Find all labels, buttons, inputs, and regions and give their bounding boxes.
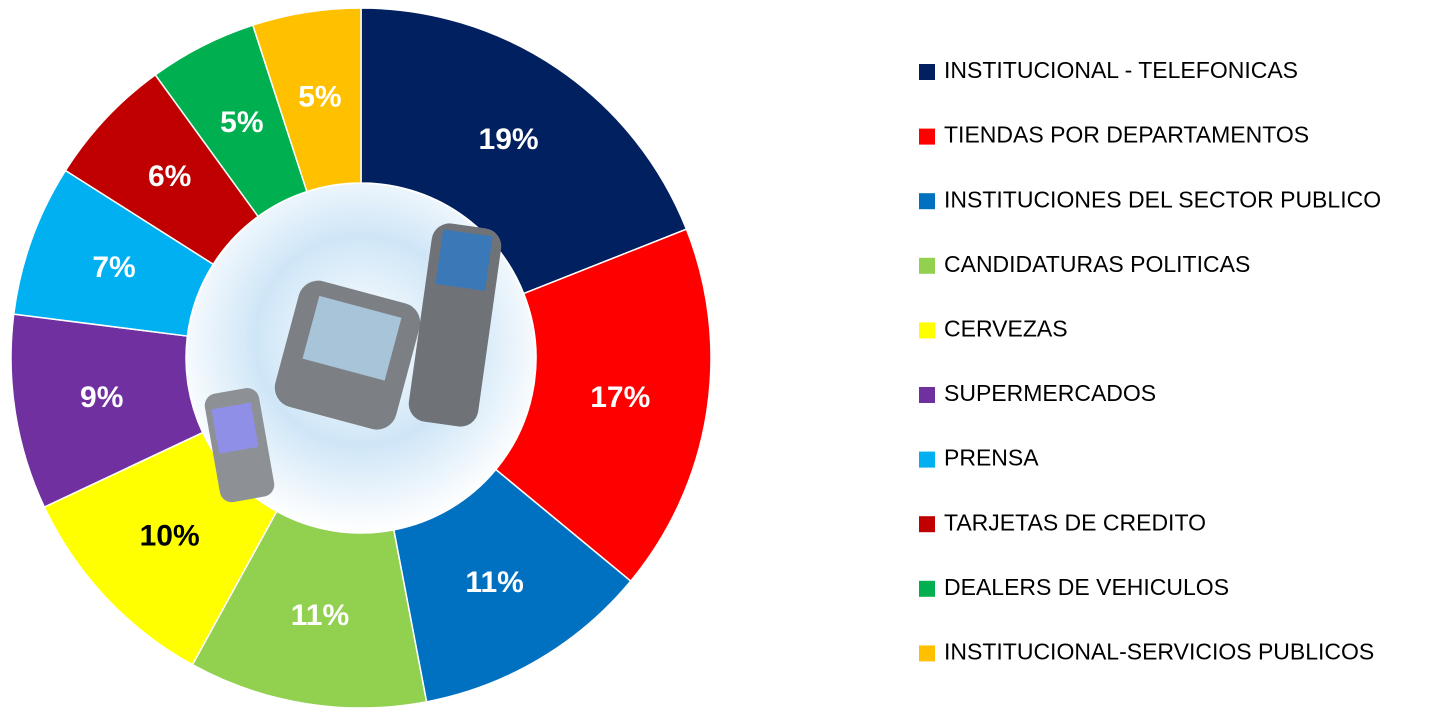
legend-swatch — [919, 193, 935, 210]
legend-label: PRENSA — [944, 445, 1039, 471]
data-label: 17% — [590, 381, 650, 414]
data-label: 19% — [479, 123, 539, 156]
legend: INSTITUCIONAL - TELEFONICAS TIENDAS POR D… — [919, 57, 1381, 664]
legend-swatch — [919, 128, 935, 145]
donut — [10, 7, 712, 708]
center-picture — [187, 184, 535, 532]
slice — [494, 228, 712, 583]
legend-swatch — [919, 322, 935, 339]
legend-swatch — [919, 645, 935, 662]
legend-label: CANDIDATURAS POLITICAS — [944, 251, 1250, 277]
data-label: 10% — [140, 520, 200, 553]
legend-swatch — [919, 387, 935, 403]
data-label: 5% — [298, 81, 341, 114]
data-label: 5% — [220, 106, 263, 139]
legend-label: CERVEZAS — [944, 315, 1068, 341]
slice — [392, 468, 632, 703]
data-labels: 19% 17% 11% 11% 10% 9% 7% 6% 5% 5% — [80, 81, 650, 633]
legend-swatch — [919, 451, 935, 468]
legend-label: INSTITUCIONAL-SERVICIOS PUBLICOS — [944, 638, 1374, 664]
slice — [360, 7, 688, 295]
legend-label: TIENDAS POR DEPARTAMENTOS — [944, 122, 1309, 148]
legend-label: TARJETAS DE CREDITO — [944, 509, 1206, 535]
legend-label: SUPERMERCADOS — [944, 380, 1156, 406]
data-label: 7% — [92, 251, 135, 284]
legend-swatch — [919, 580, 935, 597]
legend-swatch — [919, 257, 935, 274]
data-label: 11% — [291, 599, 349, 632]
legend-label: DEALERS DE VEHICULOS — [944, 574, 1229, 600]
legend-swatch — [919, 516, 935, 533]
slice — [251, 7, 362, 193]
data-label: 11% — [465, 566, 523, 599]
data-label: 6% — [148, 160, 191, 193]
legend-label: INSTITUCIONAL - TELEFONICAS — [944, 57, 1298, 83]
legend-swatch — [919, 64, 935, 80]
data-label: 9% — [80, 381, 123, 414]
legend-label: INSTITUCIONES DEL SECTOR PUBLICO — [944, 186, 1381, 212]
